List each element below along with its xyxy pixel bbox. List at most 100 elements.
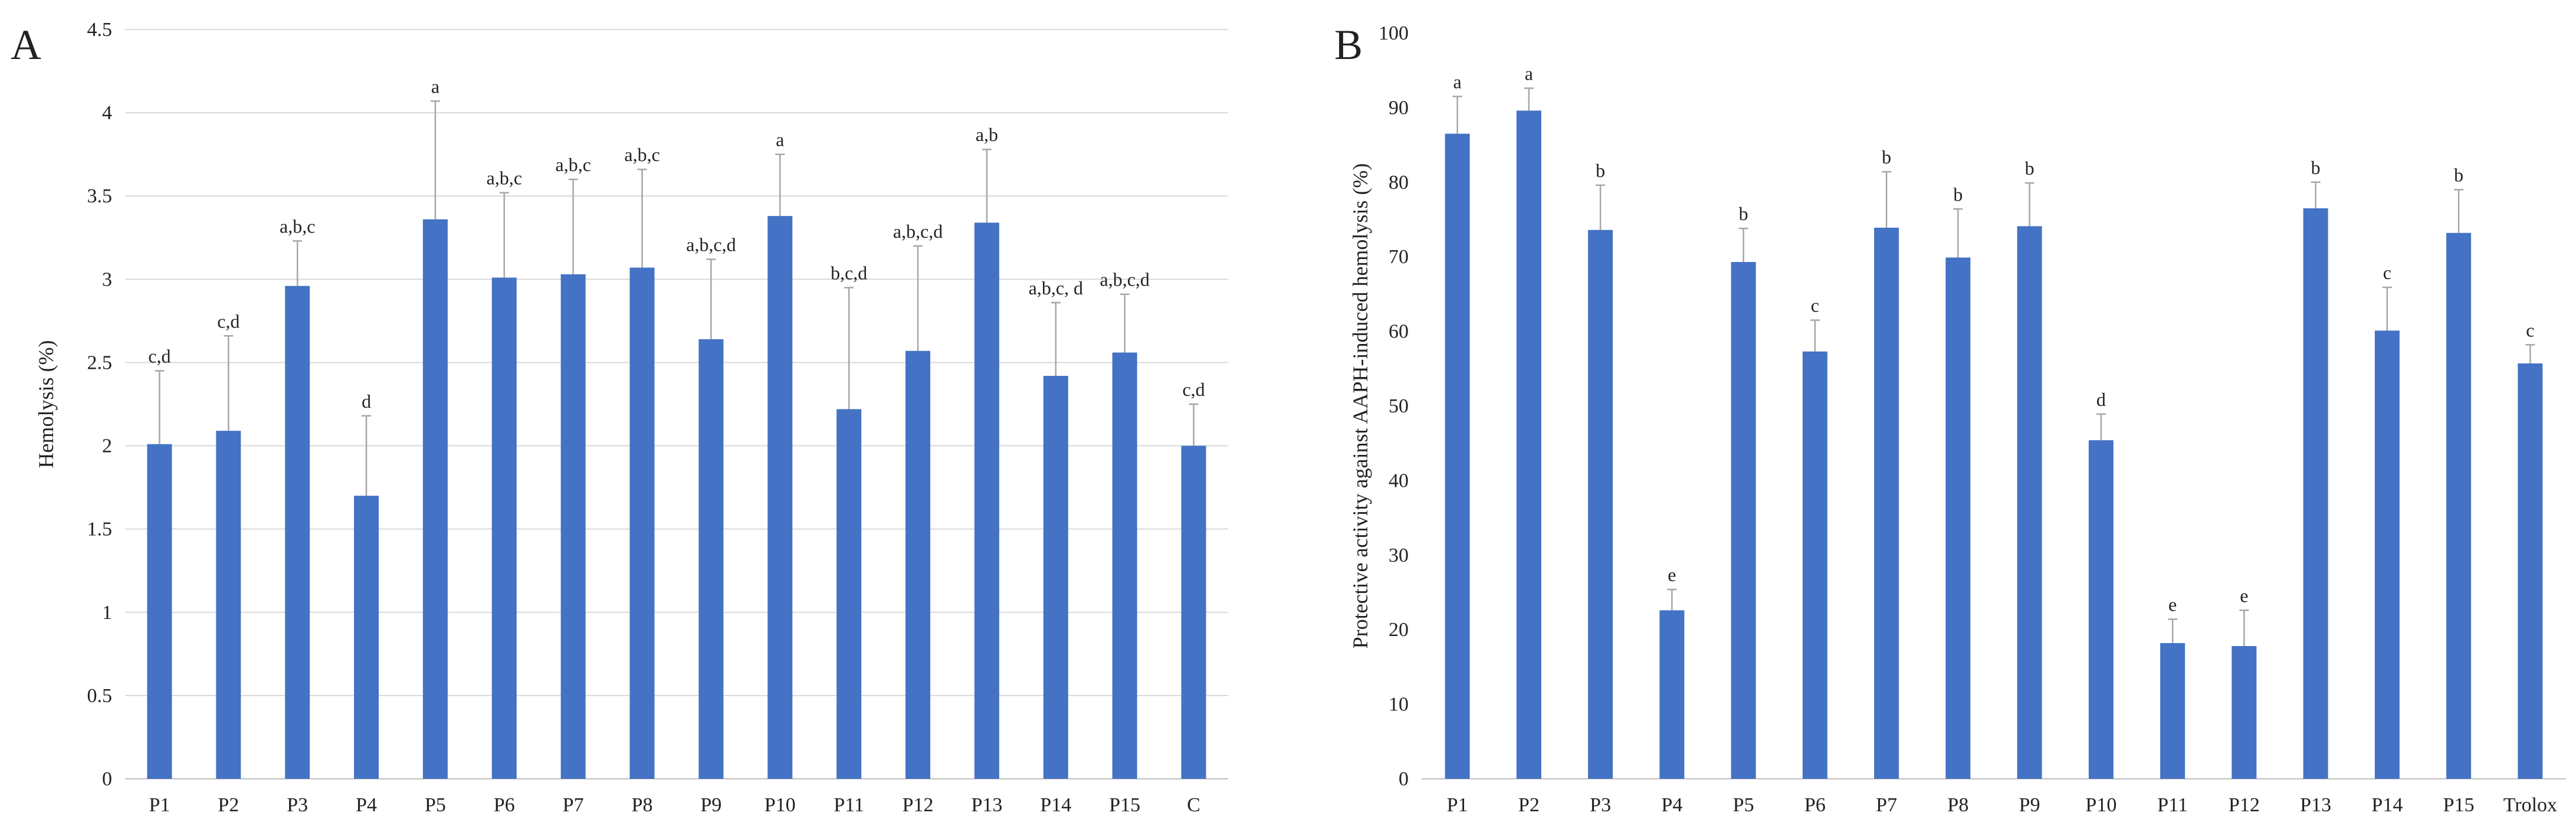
significance-label-b: b — [2311, 157, 2321, 178]
y-tick-label-b: 100 — [1379, 22, 1409, 44]
bar-a-p5 — [422, 219, 448, 779]
bar-a-p4 — [354, 496, 379, 779]
bar-a-p10 — [767, 216, 793, 779]
y-tick-label-b: 50 — [1389, 395, 1409, 417]
x-tick-label-a: P1 — [149, 794, 170, 816]
significance-label-a: c,d — [148, 346, 170, 367]
significance-label-a: c,d — [1182, 379, 1205, 400]
significance-label-a: c,d — [217, 310, 239, 332]
x-tick-label-b: P11 — [2157, 794, 2188, 816]
significance-label-a: a — [431, 76, 439, 97]
x-tick-label-a: P3 — [287, 794, 308, 816]
bar-b-p13 — [2303, 208, 2328, 779]
bar-a-p1 — [147, 444, 172, 779]
bar-b-p2 — [1516, 110, 1541, 779]
significance-label-a: a,b — [976, 124, 998, 145]
y-tick-label-b: 20 — [1389, 619, 1409, 641]
panel-letter-b: B — [1334, 21, 1363, 68]
x-tick-label-b: P5 — [1733, 794, 1754, 816]
bar-b-p6 — [1802, 351, 1827, 779]
significance-label-b: b — [1953, 183, 1963, 205]
y-tick-label-b: 60 — [1389, 321, 1409, 343]
significance-label-a: d — [362, 391, 371, 412]
x-tick-label-b: P14 — [2371, 794, 2403, 816]
y-tick-label-b: 80 — [1389, 172, 1409, 194]
x-tick-label-a: P8 — [632, 794, 653, 816]
bar-a-p8 — [629, 267, 655, 779]
bar-a-p11 — [836, 409, 862, 779]
x-tick-label-a: P14 — [1040, 794, 1071, 816]
y-tick-label-b: 40 — [1389, 470, 1409, 491]
significance-label-b: a — [1525, 63, 1533, 84]
y-tick-label-a: 2.5 — [87, 352, 113, 373]
significance-label-a: a,b,c,d — [893, 221, 943, 242]
significance-label-a: a,b,c,d — [686, 234, 736, 255]
significance-label-b: b — [1882, 146, 1891, 168]
y-tick-label-a: 0 — [102, 768, 112, 790]
x-tick-label-b: P3 — [1590, 794, 1611, 816]
significance-label-b: e — [2168, 594, 2177, 615]
bar-b-p15 — [2446, 232, 2472, 779]
x-tick-label-b: P12 — [2229, 794, 2260, 816]
x-tick-label-b: P2 — [1518, 794, 1540, 816]
x-tick-label-a: P4 — [356, 794, 377, 816]
panel-b-protective-activity-chart: B 0 10 20 30 40 50 60 70 80 90 100 Protective activi… — [1334, 21, 2566, 816]
x-tick-label-a: P7 — [563, 794, 584, 816]
bar-b-p4 — [1659, 610, 1685, 779]
significance-label-a: a,b,c — [280, 215, 315, 237]
bar-a-p12 — [905, 350, 931, 779]
x-tick-label-b: P4 — [1661, 794, 1682, 816]
bar-a-c — [1181, 445, 1206, 779]
y-tick-label-a: 1 — [102, 602, 112, 624]
significance-label-b: b — [2454, 164, 2463, 185]
y-tick-label-a: 3 — [102, 268, 112, 290]
x-tick-label-b: P10 — [2085, 794, 2116, 816]
bar-b-p11 — [2160, 643, 2186, 779]
y-tick-label-a: 1.5 — [87, 519, 113, 540]
significance-label-a: a,b,c — [487, 168, 522, 189]
y-tick-label-a: 2 — [102, 435, 112, 457]
bar-a-p13 — [974, 222, 999, 779]
x-tick-label-a: P11 — [833, 794, 864, 816]
bar-b-p14 — [2374, 330, 2400, 779]
x-tick-label-b: P6 — [1804, 794, 1826, 816]
significance-label-b: b — [2025, 158, 2034, 179]
y-tick-label-b: 70 — [1389, 246, 1409, 268]
significance-label-b: c — [2526, 319, 2534, 340]
bar-a-p3 — [285, 286, 310, 779]
significance-label-a: a — [776, 129, 784, 150]
y-tick-label-b: 90 — [1389, 97, 1409, 119]
significance-label-b: e — [1668, 564, 1676, 585]
y-axis-title-b: Protective activity against AAPH-induced… — [1348, 163, 1372, 649]
y-axis-title-a: Hemolysis (%) — [34, 340, 58, 468]
bar-a-p14 — [1043, 376, 1068, 779]
bar-b-p10 — [2088, 440, 2114, 779]
y-tick-label-a: 0.5 — [87, 685, 113, 707]
bar-a-p7 — [560, 274, 586, 779]
significance-label-b: b — [1739, 203, 1748, 224]
x-tick-label-a: C — [1187, 794, 1200, 816]
bar-b-p9 — [2017, 226, 2042, 779]
x-tick-label-b: Trolox — [2503, 794, 2557, 816]
significance-label-b: b — [1596, 160, 1605, 181]
x-tick-label-b: P7 — [1876, 794, 1897, 816]
x-tick-label-b: P1 — [1447, 794, 1468, 816]
x-tick-label-a: P5 — [425, 794, 446, 816]
y-tick-label-b: 10 — [1389, 694, 1409, 716]
x-tick-label-a: P6 — [494, 794, 515, 816]
significance-label-b: c — [1811, 295, 1819, 316]
bar-a-p2 — [216, 431, 241, 779]
x-tick-label-a: P12 — [903, 794, 934, 816]
y-tick-label-a: 3.5 — [87, 185, 113, 207]
bar-b-p8 — [1945, 257, 1971, 779]
x-tick-label-a: P15 — [1109, 794, 1140, 816]
x-tick-label-b: P15 — [2443, 794, 2475, 816]
bar-a-p6 — [491, 277, 517, 779]
bar-b-p5 — [1731, 262, 1756, 779]
bar-b-p3 — [1588, 230, 1613, 779]
bar-b-trolox — [2518, 363, 2543, 779]
significance-label-a: a,b,c, d — [1029, 277, 1083, 299]
y-tick-label-a: 4 — [102, 102, 112, 124]
